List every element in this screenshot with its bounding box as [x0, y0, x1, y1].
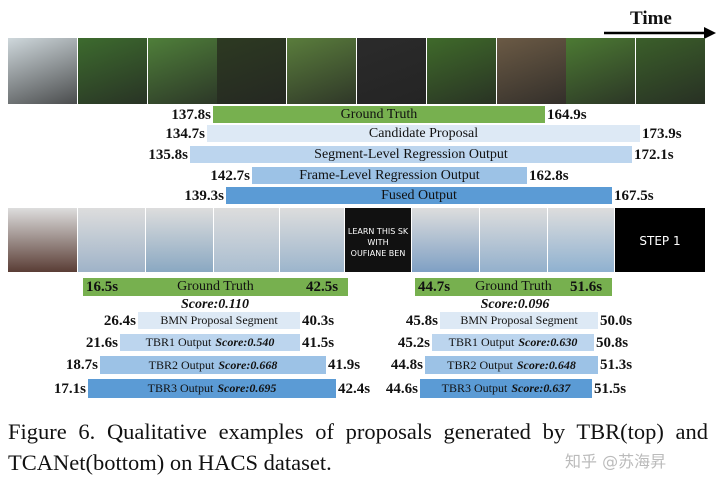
video-frame — [496, 38, 566, 104]
frame-text: STEP 1 — [639, 234, 681, 248]
video-frame: LEARN THIS SK WITH OUFIANE BEN — [345, 208, 411, 272]
segment-bar: TBR2 Output Score:0.648 — [425, 356, 598, 374]
video-frame — [426, 38, 496, 104]
time-arrow — [604, 27, 716, 39]
video-frame — [214, 208, 279, 272]
start-time: 17.1s — [53, 380, 86, 397]
segment-bar: Candidate Proposal — [207, 125, 640, 142]
segment-label: TBR3 Output — [147, 381, 214, 395]
end-time: 173.9s — [642, 125, 682, 142]
gt-score: Score:0.096 — [480, 297, 550, 312]
video-frame — [217, 38, 287, 104]
segment-bar: BMN Proposal Segment — [440, 312, 598, 329]
video-frame — [480, 208, 547, 272]
segment-bar: Fused Output — [226, 187, 612, 204]
video-frame — [287, 38, 357, 104]
segment-bar: TBR1 Output Score:0.630 — [432, 334, 594, 351]
start-time: 142.7s — [210, 167, 250, 184]
video-frame — [357, 38, 426, 104]
start-time: 18.7s — [65, 357, 98, 373]
end-time: 50.0s — [600, 312, 633, 329]
end-time: 51.6s — [570, 279, 603, 295]
segment-bar: Frame-Level Regression Output — [252, 167, 527, 184]
segment-label: BMN Proposal Segment — [160, 313, 278, 327]
segment-label: Ground Truth — [475, 279, 552, 294]
start-time: 44.7s — [418, 279, 451, 295]
video-frame — [8, 38, 77, 104]
segment-score: Score:0.637 — [511, 381, 571, 395]
segment-label: TBR2 Output — [447, 357, 513, 372]
frame-text-line: LEARN THIS SK — [347, 227, 409, 236]
start-time: 137.8s — [171, 106, 211, 123]
segment-bar: Ground Truth — [83, 278, 348, 296]
end-time: 42.5s — [306, 279, 339, 295]
segment-label: Ground Truth — [177, 279, 254, 294]
segment-bar: TBR1 Output Score:0.540 — [120, 334, 300, 351]
video-frame — [147, 38, 217, 104]
start-time: 139.3s — [184, 187, 224, 204]
end-time: 167.5s — [614, 187, 654, 204]
segment-label: Segment-Level Regression Output — [314, 146, 508, 162]
segment-label: BMN Proposal Segment — [460, 313, 578, 327]
watermark: 知乎 @苏海昇 — [565, 452, 667, 471]
video-frame — [146, 208, 213, 272]
segment-label: Frame-Level Regression Output — [299, 167, 480, 183]
frame-text-line: OUFIANE BEN — [350, 249, 406, 258]
start-time: 45.8s — [405, 312, 438, 329]
end-time: 164.9s — [547, 106, 587, 123]
end-time: 40.3s — [302, 312, 335, 329]
segment-bar: Segment-Level Regression Output — [190, 146, 632, 163]
segment-bar: Ground Truth — [415, 278, 612, 296]
segment-label: Candidate Proposal — [368, 125, 479, 141]
segment-bar: TBR3 Output Score:0.695 — [88, 379, 336, 398]
end-time: 41.9s — [328, 357, 361, 373]
gt-score: Score:0.110 — [180, 297, 250, 312]
segment-bar: BMN Proposal Segment — [138, 312, 300, 329]
segment-label: TBR1 Output — [145, 335, 212, 349]
start-time: 44.8s — [390, 357, 423, 373]
video-frame: STEP 1 — [615, 208, 705, 272]
segment-label: TBR2 Output — [148, 357, 215, 372]
end-time: 50.8s — [596, 334, 629, 351]
end-time: 172.1s — [634, 146, 674, 163]
video-frame — [280, 208, 344, 272]
start-time: 45.2s — [397, 334, 430, 351]
start-time: 44.6s — [385, 380, 418, 397]
start-time: 21.6s — [85, 334, 118, 351]
segment-label: Ground Truth — [340, 106, 418, 122]
start-time: 134.7s — [165, 125, 205, 142]
segment-label: TBR1 Output — [448, 335, 515, 349]
video-frame — [77, 38, 147, 104]
video-frame — [548, 208, 614, 272]
start-time: 135.8s — [148, 146, 188, 163]
start-time: 16.5s — [86, 279, 119, 295]
video-frame — [566, 38, 636, 104]
time-label: Time — [630, 8, 672, 29]
video-frame — [78, 208, 145, 272]
end-time: 162.8s — [529, 167, 569, 184]
video-frame — [636, 38, 706, 104]
segment-score: Score:0.630 — [518, 335, 578, 349]
segment-score: Score:0.695 — [217, 381, 277, 395]
frame-text-line: WITH — [367, 238, 389, 247]
segment-label: Fused Output — [381, 187, 457, 203]
video-frame — [8, 208, 77, 272]
end-time: 51.3s — [600, 357, 633, 373]
caption: Figure 6. Qualitative examples of propos… — [8, 419, 708, 475]
start-time: 26.4s — [103, 312, 136, 329]
end-time: 51.5s — [594, 380, 627, 397]
video-frame — [412, 208, 479, 272]
segment-label: TBR3 Output — [441, 381, 508, 395]
frame-text: LEARN THIS SK WITH OUFIANE BEN — [345, 226, 411, 259]
end-time: 41.5s — [302, 334, 335, 351]
end-time: 42.4s — [338, 380, 371, 397]
segment-bar: TBR3 Output Score:0.637 — [420, 379, 592, 398]
segment-score: Score:0.540 — [215, 335, 275, 349]
segment-score: Score:0.668 — [218, 357, 278, 372]
segment-bar: TBR2 Output Score:0.668 — [100, 356, 326, 374]
segment-bar: Ground Truth — [213, 106, 545, 123]
segment-score: Score:0.648 — [516, 357, 576, 372]
